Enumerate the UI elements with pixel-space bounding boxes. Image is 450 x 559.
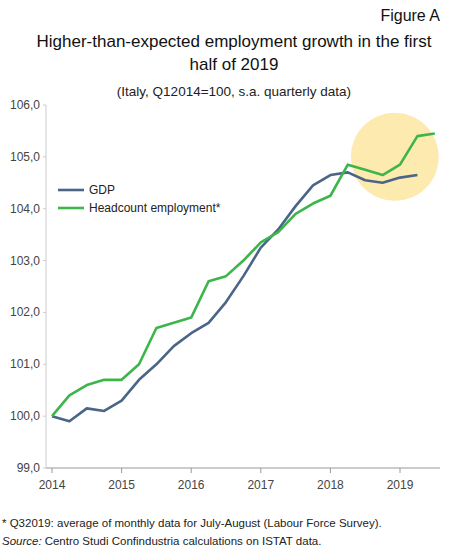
plot-area — [52, 134, 435, 422]
y-tick — [43, 312, 46, 313]
note: * Q32019: average of monthly data for Ju… — [2, 517, 382, 529]
title: Higher-than-expected employment growth i… — [37, 32, 432, 51]
legend-label: Headcount employment* — [89, 201, 221, 215]
y-tick-label: 101,0 — [10, 357, 40, 371]
legend-label: GDP — [89, 183, 115, 197]
series-line — [52, 172, 417, 421]
x-tick — [52, 468, 53, 473]
source: Source:Centro Studi Confindustria calcul… — [2, 535, 321, 547]
y-tick-label: 103,0 — [10, 254, 40, 268]
legend-swatch — [58, 207, 84, 210]
x-tick — [330, 468, 331, 473]
subtitle: (Italy, Q12014=100, s.a. quarterly data) — [117, 84, 351, 99]
x-tick-label: 2016 — [178, 478, 205, 492]
x-tick-label: 2018 — [317, 478, 344, 492]
series-line — [52, 134, 435, 417]
y-tick — [43, 468, 46, 469]
x-tick-label: 2019 — [387, 478, 414, 492]
y-tick — [43, 156, 46, 157]
y-tick-label: 106,0 — [10, 98, 40, 112]
x-axis — [46, 468, 440, 469]
x-tick — [121, 468, 122, 473]
y-tick-label: 100,0 — [10, 409, 40, 423]
y-tick — [43, 105, 46, 106]
y-tick-label: 102,0 — [10, 305, 40, 319]
chart: Figure A Higher-than-expected employment … — [0, 0, 450, 559]
x-tick-label: 2015 — [108, 478, 135, 492]
y-tick — [43, 364, 46, 365]
x-tick-label: 2017 — [247, 478, 274, 492]
legend-swatch — [58, 189, 84, 192]
x-tick — [400, 468, 401, 473]
y-tick-label: 104,0 — [10, 202, 40, 216]
figure-label: Figure A — [380, 7, 440, 24]
y-tick-label: 105,0 — [10, 150, 40, 164]
x-tick-label: 2014 — [39, 478, 66, 492]
title: half of 2019 — [190, 55, 279, 74]
highlight — [351, 113, 439, 201]
y-tick-label: 99,0 — [17, 461, 41, 475]
x-tick — [191, 468, 192, 473]
y-tick — [43, 416, 46, 417]
x-tick — [260, 468, 261, 473]
y-tick — [43, 260, 46, 261]
y-axis — [46, 105, 47, 468]
y-tick — [43, 208, 46, 209]
